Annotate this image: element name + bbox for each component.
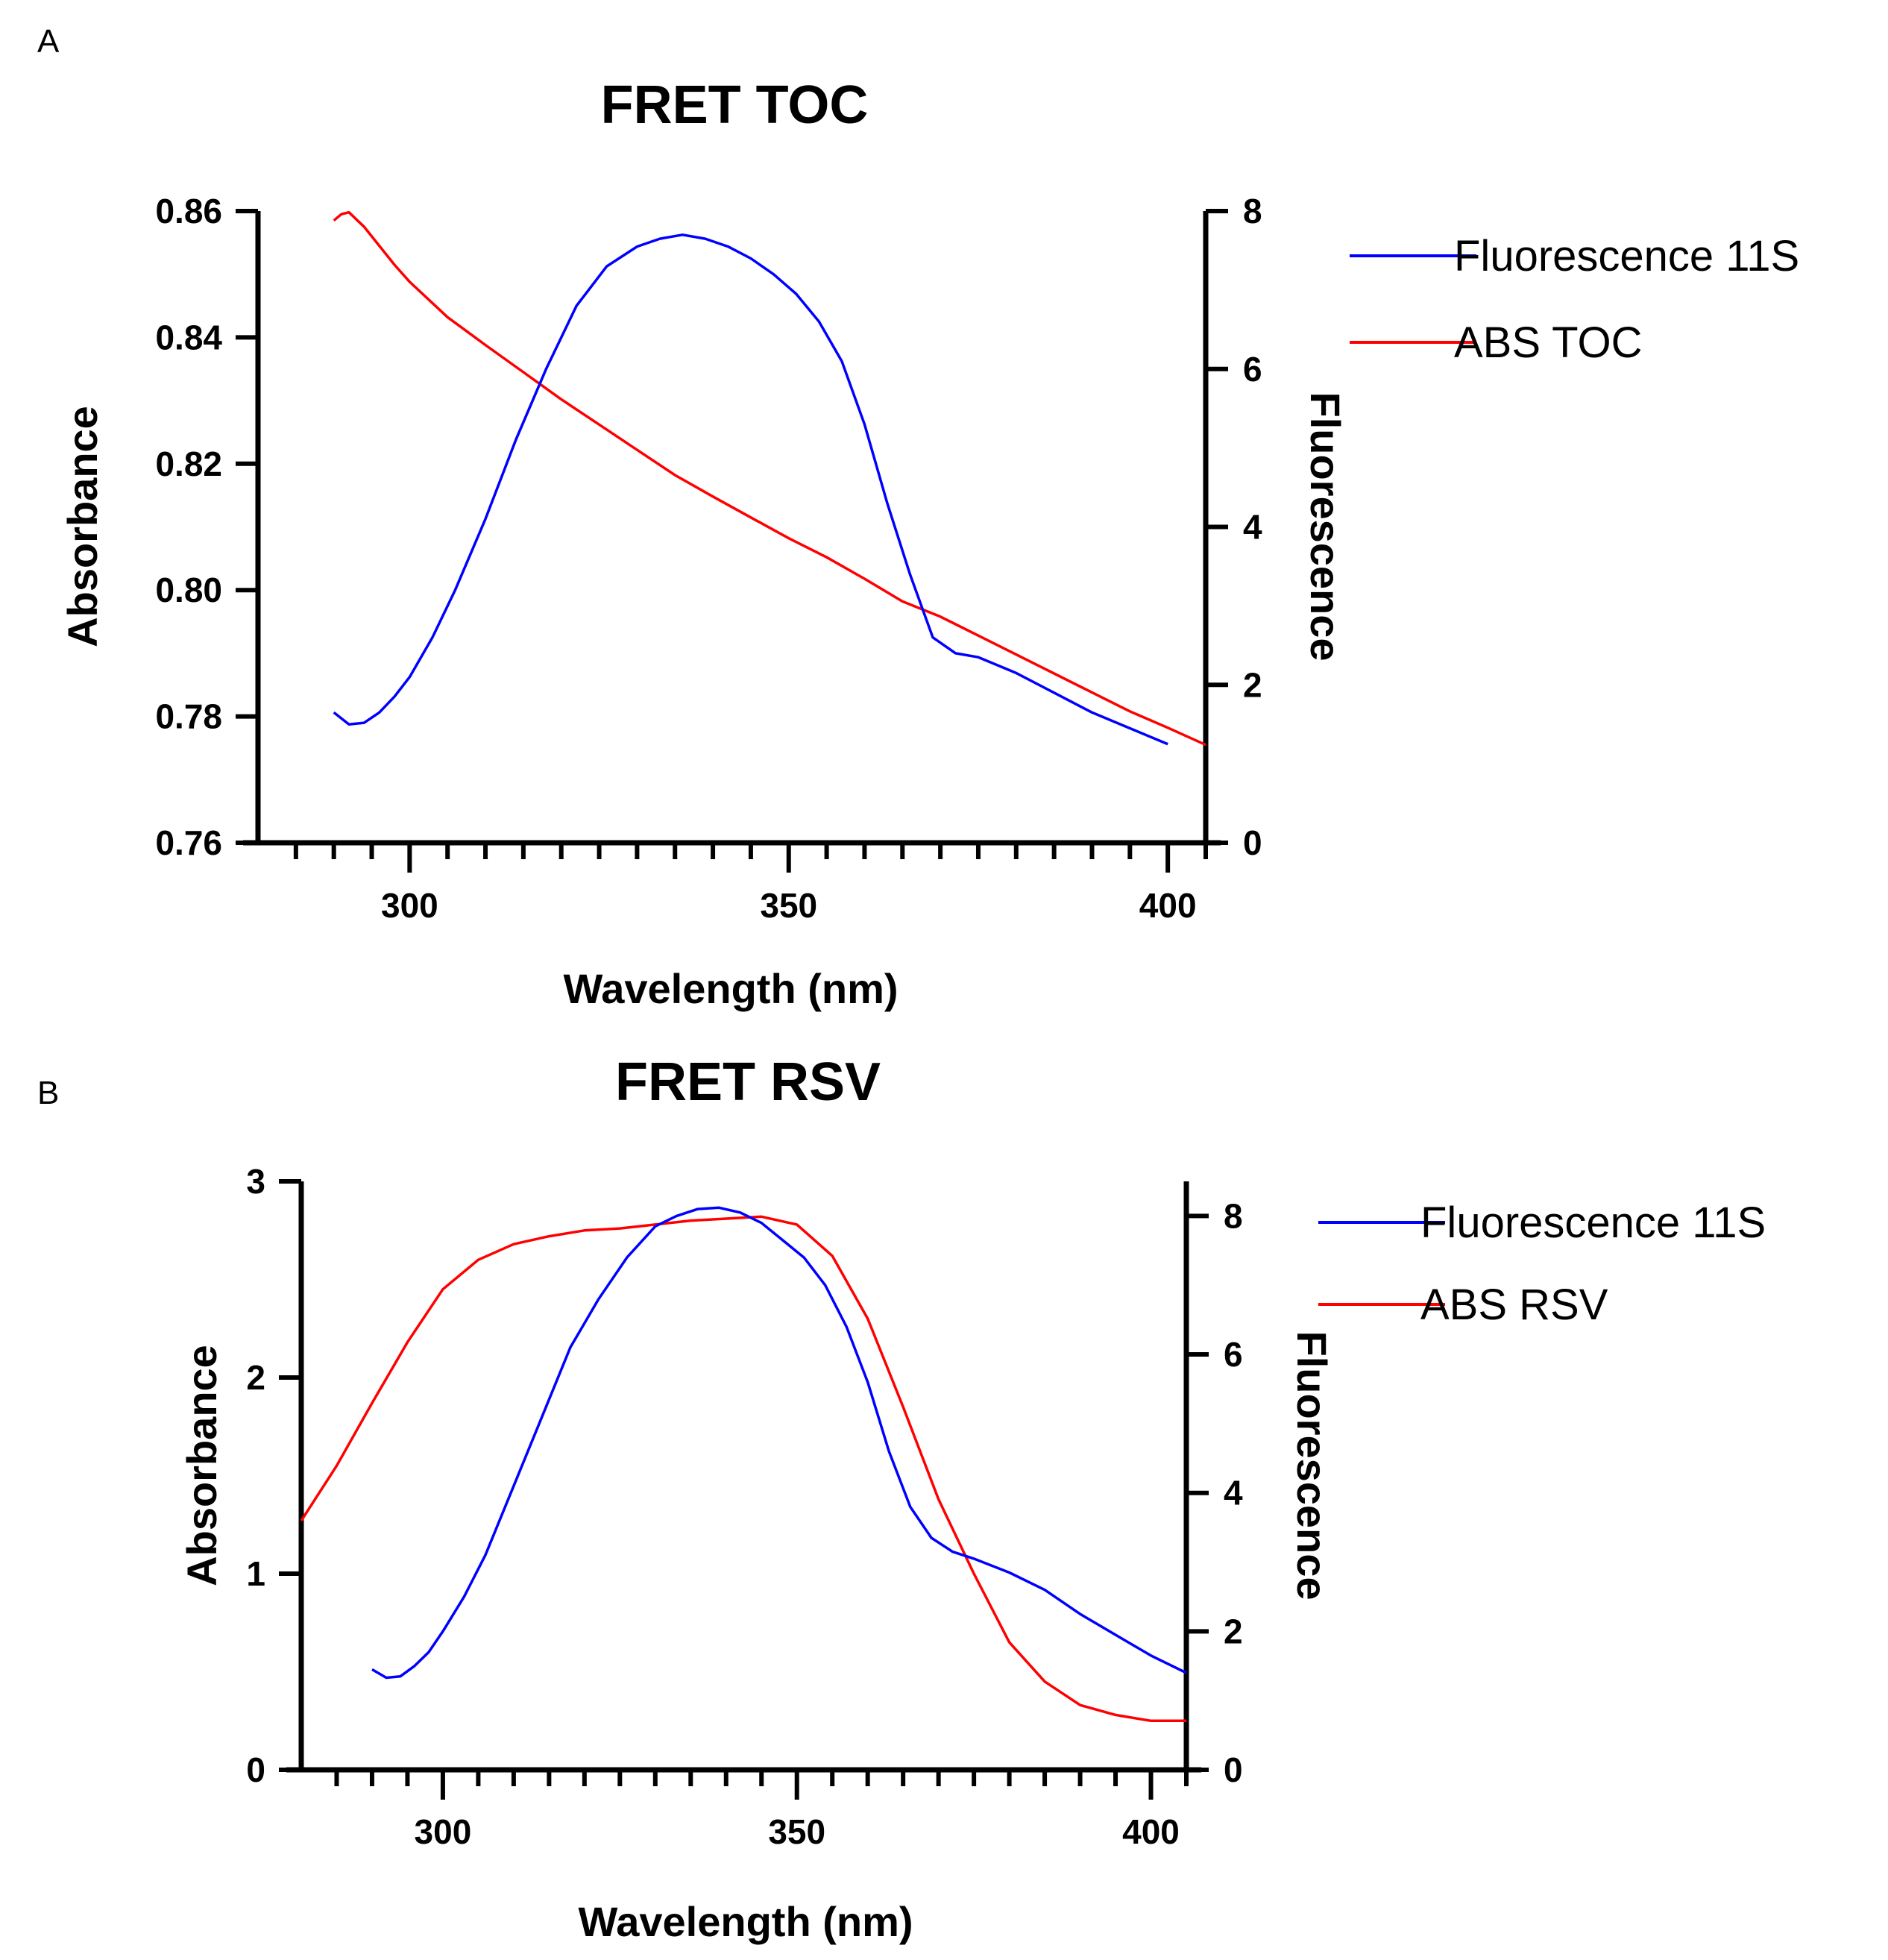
y-left-tick-label: 0.80 <box>155 571 222 609</box>
legend-entry: ABS TOC <box>1454 318 1643 367</box>
series-line-abs-rsv <box>300 1215 1186 1723</box>
panel-letter: A <box>37 23 60 60</box>
legend-entry: Fluorescence 11S <box>1454 232 1799 280</box>
y-right-tick-label: 4 <box>1243 508 1262 547</box>
y-left-tick-label: 0.82 <box>155 445 222 483</box>
chart-title: FRET RSV <box>615 1052 881 1112</box>
y2-axis-label: Fluorescence <box>1288 1331 1335 1600</box>
chart-panel-b: B FRET RSV 300 350 400 0 1 2 3 0 2 4 6 8 Wavelength (n… <box>37 1052 1766 1945</box>
x-tick-label: 350 <box>768 1812 825 1851</box>
y-left-tick-label: 0.84 <box>155 318 222 356</box>
y-right-tick-label: 2 <box>1243 665 1262 704</box>
x-axis-label: Wavelength (nm) <box>578 1898 913 1945</box>
y-right-tick-label: 6 <box>1243 350 1262 389</box>
y-right-tick-label: 8 <box>1224 1196 1243 1235</box>
panel-letter: B <box>37 1075 59 1111</box>
series-line-fluorescence-11s <box>371 1206 1187 1680</box>
y-right-tick-label: 0 <box>1224 1750 1243 1789</box>
y2-axis-label: Fluorescence <box>1302 392 1349 661</box>
chart-title: FRET TOC <box>601 75 869 135</box>
y-right-tick-label: 8 <box>1243 192 1262 230</box>
y-right-tick-label: 0 <box>1243 823 1262 862</box>
y-right-tick-label: 6 <box>1224 1335 1243 1374</box>
y-right-tick-label: 4 <box>1224 1474 1243 1513</box>
x-tick-label: 350 <box>760 886 817 925</box>
chart-panel-a: A FRET TOC 300 350 400 0.76 0.78 0.80 0.82 0.84 0.… <box>37 23 1799 1012</box>
y-left-tick-label: 0.86 <box>155 192 222 230</box>
x-tick-label: 300 <box>381 886 438 925</box>
x-tick-label: 400 <box>1139 886 1197 925</box>
x-tick-label: 300 <box>415 1812 472 1851</box>
x-tick-label: 400 <box>1122 1812 1180 1851</box>
series-line-fluorescence-11s <box>333 233 1168 746</box>
series-line-abs-toc <box>333 210 1206 747</box>
y-left-tick-label: 1 <box>246 1554 265 1593</box>
legend-entry: ABS RSV <box>1420 1281 1608 1329</box>
y-left-tick-label: 2 <box>246 1358 265 1397</box>
x-axis-label: Wavelength (nm) <box>563 965 898 1012</box>
y-left-tick-label: 0.76 <box>155 823 222 862</box>
y-left-tick-label: 3 <box>246 1162 265 1201</box>
y-left-tick-label: 0 <box>246 1750 265 1789</box>
y-left-tick-label: 0.78 <box>155 697 222 736</box>
y-axis-label: Absorbance <box>178 1345 225 1586</box>
legend-entry: Fluorescence 11S <box>1420 1199 1766 1247</box>
y-right-tick-label: 2 <box>1224 1612 1243 1650</box>
y-axis-label: Absorbance <box>59 406 106 647</box>
